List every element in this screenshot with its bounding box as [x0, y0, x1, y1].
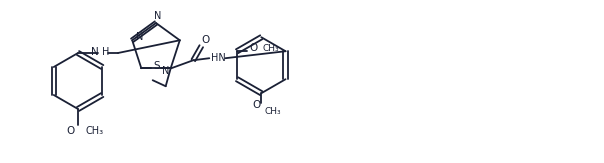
Text: N: N [91, 47, 99, 57]
Text: O: O [252, 100, 260, 110]
Text: S: S [153, 61, 159, 71]
Text: N: N [162, 66, 169, 76]
Text: HN: HN [211, 53, 226, 63]
Text: N: N [154, 11, 162, 21]
Text: CH₃: CH₃ [86, 126, 104, 136]
Text: H: H [102, 47, 109, 57]
Text: N: N [135, 32, 143, 42]
Text: O: O [249, 43, 257, 53]
Text: CH₃: CH₃ [265, 107, 281, 116]
Text: O: O [201, 35, 210, 45]
Text: CH₃: CH₃ [262, 44, 278, 53]
Text: O: O [67, 126, 75, 136]
